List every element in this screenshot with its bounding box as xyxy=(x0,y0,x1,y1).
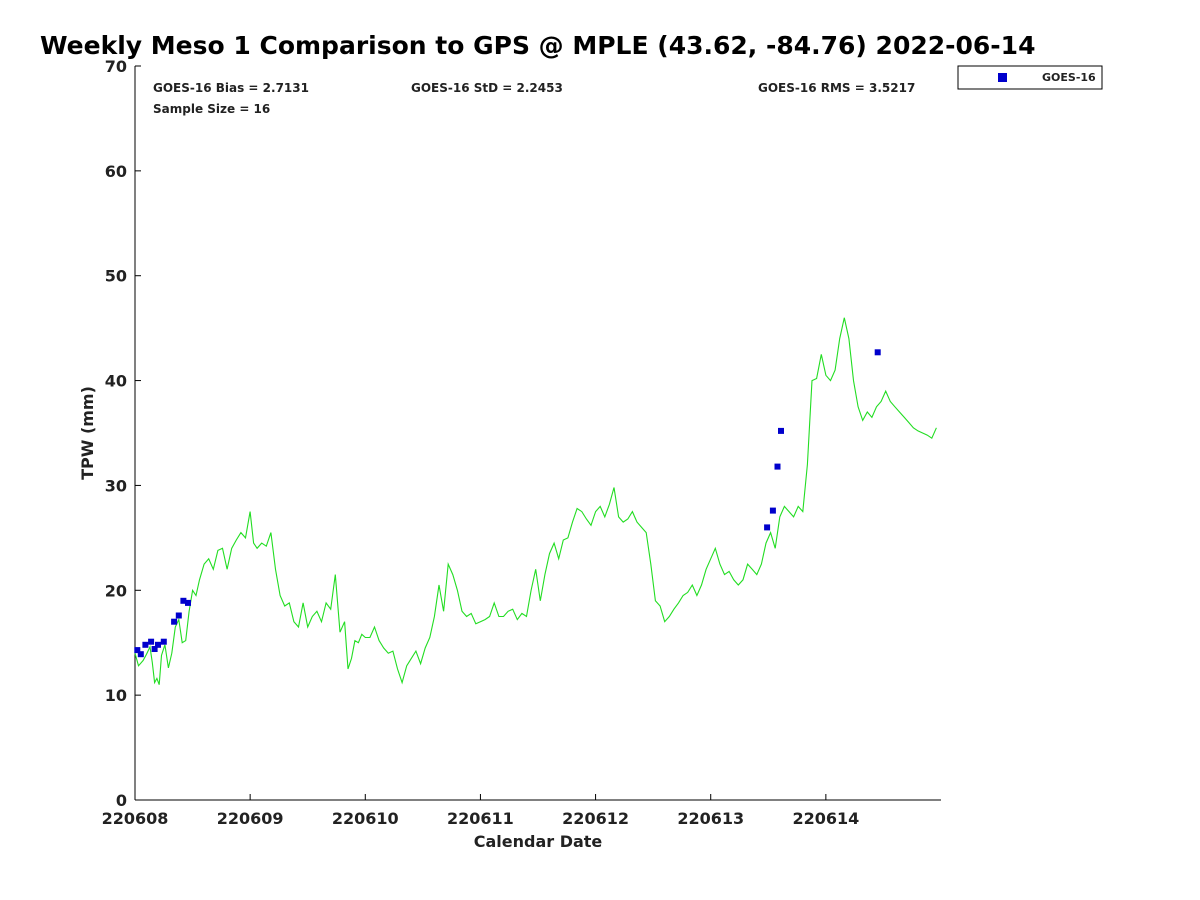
legend-box xyxy=(957,65,1103,90)
y-tick-label: 10 xyxy=(105,686,127,705)
y-tick-label: 0 xyxy=(116,791,127,810)
y-axis-label: TPW (mm) xyxy=(78,386,97,480)
y-tick-label: 70 xyxy=(105,57,127,76)
y-tick-label: 20 xyxy=(105,581,127,600)
goes16-point xyxy=(175,612,182,619)
x-axis-label: Calendar Date xyxy=(474,832,603,851)
x-ticks: 220608 220609 220610 220611 220612 220613 2206… xyxy=(102,794,859,828)
stat-sample-size: Sample Size = 16 xyxy=(153,102,270,116)
goes16-point xyxy=(764,524,771,531)
y-tick-label: 40 xyxy=(105,372,127,391)
x-tick-label: 220609 xyxy=(217,809,284,828)
y-ticks: 0 10 20 30 40 50 60 70 xyxy=(105,57,141,810)
y-tick-label: 50 xyxy=(105,267,127,286)
goes16-point xyxy=(874,349,881,356)
x-tick-label: 220608 xyxy=(102,809,169,828)
goes16-point xyxy=(180,597,187,604)
goes16-point xyxy=(778,427,784,434)
goes16-point xyxy=(137,651,144,658)
gps-series-line xyxy=(134,317,937,685)
stat-rms: GOES-16 RMS = 3.5217 xyxy=(758,81,915,95)
legend: GOES-16 xyxy=(957,65,1103,90)
goes16-point xyxy=(185,599,191,606)
goes16-point xyxy=(155,641,161,648)
goes16-point xyxy=(160,638,167,645)
goes16-points xyxy=(134,349,881,658)
goes16-point xyxy=(142,641,149,648)
goes16-point xyxy=(769,507,776,514)
goes16-point xyxy=(151,646,158,652)
x-tick-label: 220612 xyxy=(562,809,629,828)
stat-std: GOES-16 StD = 2.2453 xyxy=(411,81,563,95)
y-tick-label: 60 xyxy=(105,162,127,181)
goes16-point xyxy=(134,647,141,654)
x-tick-label: 220613 xyxy=(677,809,744,828)
plot-area xyxy=(134,66,941,801)
x-tick-label: 220611 xyxy=(447,809,514,828)
x-tick-label: 220610 xyxy=(332,809,399,828)
goes16-point xyxy=(171,618,178,625)
legend-marker-goes16 xyxy=(998,73,1007,82)
y-tick-label: 30 xyxy=(105,476,127,495)
goes16-point xyxy=(774,463,781,470)
stat-bias: GOES-16 Bias = 2.7131 xyxy=(153,81,309,95)
x-tick-label: 220614 xyxy=(792,809,859,828)
legend-label-goes16: GOES-16 xyxy=(1042,71,1096,84)
chart-title: Weekly Meso 1 Comparison to GPS @ MPLE (… xyxy=(40,31,1035,60)
goes16-point xyxy=(148,638,155,645)
